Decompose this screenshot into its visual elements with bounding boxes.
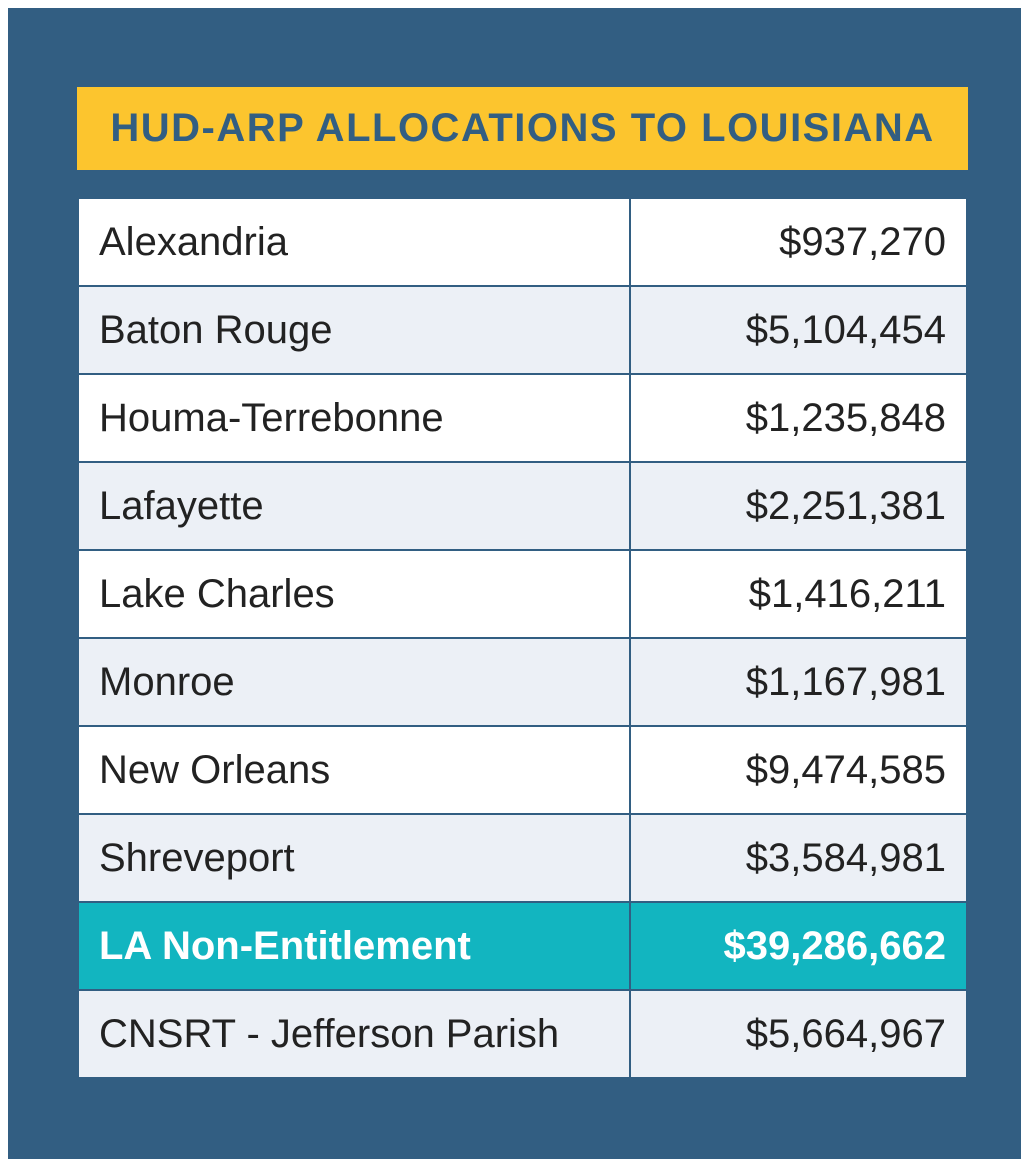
page-title: HUD-ARP ALLOCATIONS TO LOUISIANA bbox=[110, 106, 935, 150]
row-name: Lake Charles bbox=[77, 549, 631, 639]
row-amount: $5,664,967 bbox=[629, 989, 968, 1079]
row-name: Baton Rouge bbox=[77, 285, 631, 375]
table-row: Houma-Terrebonne $1,235,848 bbox=[77, 373, 968, 463]
table-row-highlighted: LA Non-Entitlement $39,286,662 bbox=[77, 901, 968, 991]
title-banner: HUD-ARP ALLOCATIONS TO LOUISIANA bbox=[77, 87, 968, 170]
table-row: New Orleans $9,474,585 bbox=[77, 725, 968, 815]
row-amount: $1,167,981 bbox=[629, 637, 968, 727]
table-row: Monroe $1,167,981 bbox=[77, 637, 968, 727]
row-amount: $1,416,211 bbox=[629, 549, 968, 639]
row-amount: $1,235,848 bbox=[629, 373, 968, 463]
table-row: Baton Rouge $5,104,454 bbox=[77, 285, 968, 375]
row-name: Monroe bbox=[77, 637, 631, 727]
row-name: New Orleans bbox=[77, 725, 631, 815]
background-panel: HUD-ARP ALLOCATIONS TO LOUISIANA Alexand… bbox=[8, 8, 1021, 1159]
row-amount: $2,251,381 bbox=[629, 461, 968, 551]
row-name: Shreveport bbox=[77, 813, 631, 903]
row-amount: $937,270 bbox=[629, 197, 968, 287]
table-row: Alexandria $937,270 bbox=[77, 197, 968, 287]
allocations-table: Alexandria $937,270 Baton Rouge $5,104,454 H… bbox=[77, 197, 968, 1079]
row-name: Houma-Terrebonne bbox=[77, 373, 631, 463]
row-amount: $39,286,662 bbox=[629, 901, 968, 991]
row-amount: $3,584,981 bbox=[629, 813, 968, 903]
table-row: CNSRT - Jefferson Parish $5,664,967 bbox=[77, 989, 968, 1079]
row-name: Lafayette bbox=[77, 461, 631, 551]
row-name: LA Non-Entitlement bbox=[77, 901, 631, 991]
table-row: Lake Charles $1,416,211 bbox=[77, 549, 968, 639]
row-amount: $5,104,454 bbox=[629, 285, 968, 375]
table-row: Lafayette $2,251,381 bbox=[77, 461, 968, 551]
row-name: Alexandria bbox=[77, 197, 631, 287]
row-name: CNSRT - Jefferson Parish bbox=[77, 989, 631, 1079]
row-amount: $9,474,585 bbox=[629, 725, 968, 815]
table-row: Shreveport $3,584,981 bbox=[77, 813, 968, 903]
